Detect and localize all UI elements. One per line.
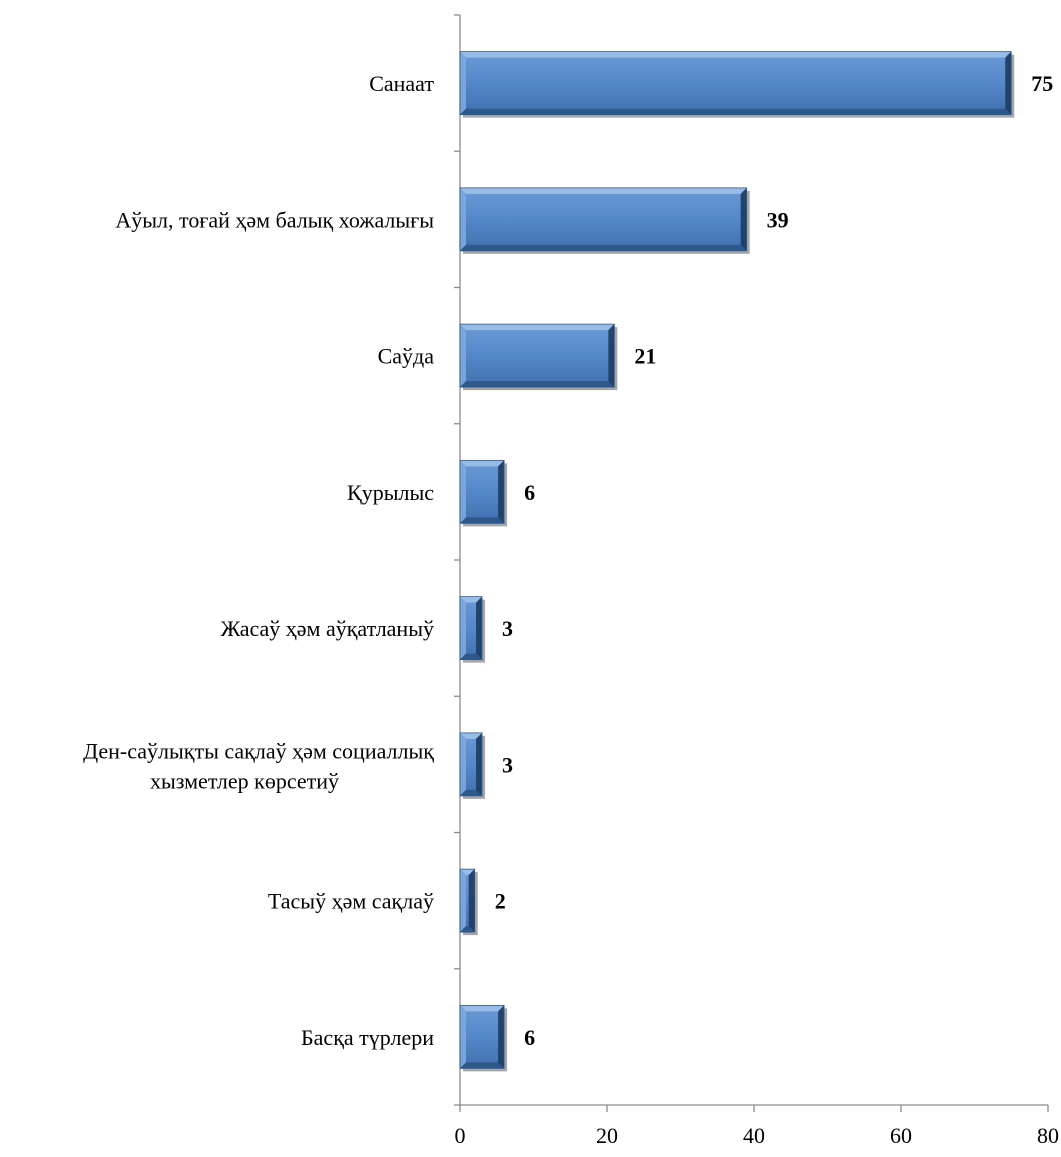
- bar-bevel-bottom: [460, 926, 475, 933]
- bar-bevel-left: [460, 187, 466, 251]
- bar-bevel-right: [1005, 51, 1012, 115]
- bar-bevel-top: [460, 869, 475, 876]
- bar-bevel-right: [740, 187, 747, 251]
- bar-bevel-top: [460, 1005, 505, 1012]
- bar-group: [459, 596, 486, 663]
- category-label: Саўда: [378, 344, 435, 369]
- chart-bars: [459, 51, 1015, 1072]
- bar-bevel-right: [498, 460, 505, 524]
- bar-bevel-bottom: [460, 381, 615, 388]
- bar: [460, 324, 615, 388]
- bar-bevel-bottom: [460, 789, 483, 796]
- bar-bevel-left: [460, 869, 466, 933]
- bar: [460, 460, 505, 524]
- chart-axes: [454, 14, 1049, 1112]
- chart-labels: 0 20 40 60 80 75 Санаат 39 Аўыл, тоғай ҳәм балық…: [83, 71, 1059, 1148]
- value-label: 39: [767, 207, 789, 232]
- bar-bevel-bottom: [460, 1062, 505, 1069]
- bar-group: [459, 459, 508, 527]
- value-label: 3: [502, 616, 513, 641]
- category-label: Санаат: [369, 71, 434, 96]
- bar-outline: [459, 732, 483, 797]
- bar-bevel-bottom: [460, 653, 483, 660]
- bar-bevel-bottom: [460, 108, 1012, 115]
- category-label: Жасаў ҳәм аўқатланыў: [221, 616, 434, 641]
- bar-outline: [459, 596, 483, 661]
- bar-group: [459, 187, 750, 254]
- bar-bevel-top: [460, 596, 483, 603]
- value-label: 21: [634, 344, 656, 369]
- bar-bevel-right: [608, 324, 615, 388]
- bar-group: [459, 732, 486, 799]
- value-label: 75: [1031, 71, 1053, 96]
- x-tick-label: 40: [743, 1123, 765, 1148]
- bar-bevel-left: [460, 1005, 466, 1069]
- value-label: 6: [524, 480, 535, 505]
- value-label: 2: [495, 889, 506, 914]
- value-label: 6: [524, 1025, 535, 1050]
- bar-bevel-top: [460, 732, 483, 739]
- bar-outline: [459, 187, 748, 252]
- bar: [460, 187, 747, 251]
- category-label: Аўыл, тоғай ҳәм балық хожалығы: [115, 207, 434, 232]
- bar-group: [459, 51, 1015, 118]
- bar-bevel-right: [468, 869, 475, 933]
- bar-group: [459, 323, 618, 391]
- category-label: Тасыў ҳәм сақлаў: [268, 889, 434, 914]
- bar-bevel-left: [460, 460, 466, 524]
- bar-group: [459, 1004, 508, 1072]
- bar-outline: [459, 323, 615, 388]
- bar-bevel-bottom: [460, 517, 505, 524]
- category-label: Басқа түрлери: [301, 1025, 434, 1050]
- x-tick-label: 20: [596, 1123, 618, 1148]
- bar-group: [459, 868, 478, 936]
- bar-outline: [459, 459, 505, 524]
- bar-outline: [459, 51, 1012, 116]
- bar-bevel-top: [460, 324, 615, 331]
- bar-bevel-top: [460, 187, 747, 194]
- bar-bevel-left: [460, 732, 466, 796]
- bar-outline: [459, 1004, 505, 1069]
- bar: [460, 1005, 505, 1069]
- x-tick-label: 0: [455, 1123, 466, 1148]
- category-label: Қурылыс: [347, 480, 434, 505]
- bar-outline: [459, 868, 476, 933]
- bar-bevel-left: [460, 596, 466, 660]
- bar-bevel-left: [460, 324, 466, 388]
- bar-bevel-right: [476, 596, 483, 660]
- value-label: 3: [502, 752, 513, 777]
- bar-bevel-right: [476, 732, 483, 796]
- bar: [460, 51, 1012, 115]
- bar-bevel-left: [460, 51, 466, 115]
- x-tick-label: 80: [1037, 1123, 1059, 1148]
- bar-bevel-bottom: [460, 244, 747, 251]
- bar-bevel-top: [460, 51, 1012, 58]
- category-label: Ден-саўлықты сақлаў ҳәм социаллық хызметл…: [83, 738, 434, 793]
- x-tick-label: 60: [890, 1123, 912, 1148]
- bar-bevel-top: [460, 460, 505, 467]
- bar-bevel-right: [498, 1005, 505, 1069]
